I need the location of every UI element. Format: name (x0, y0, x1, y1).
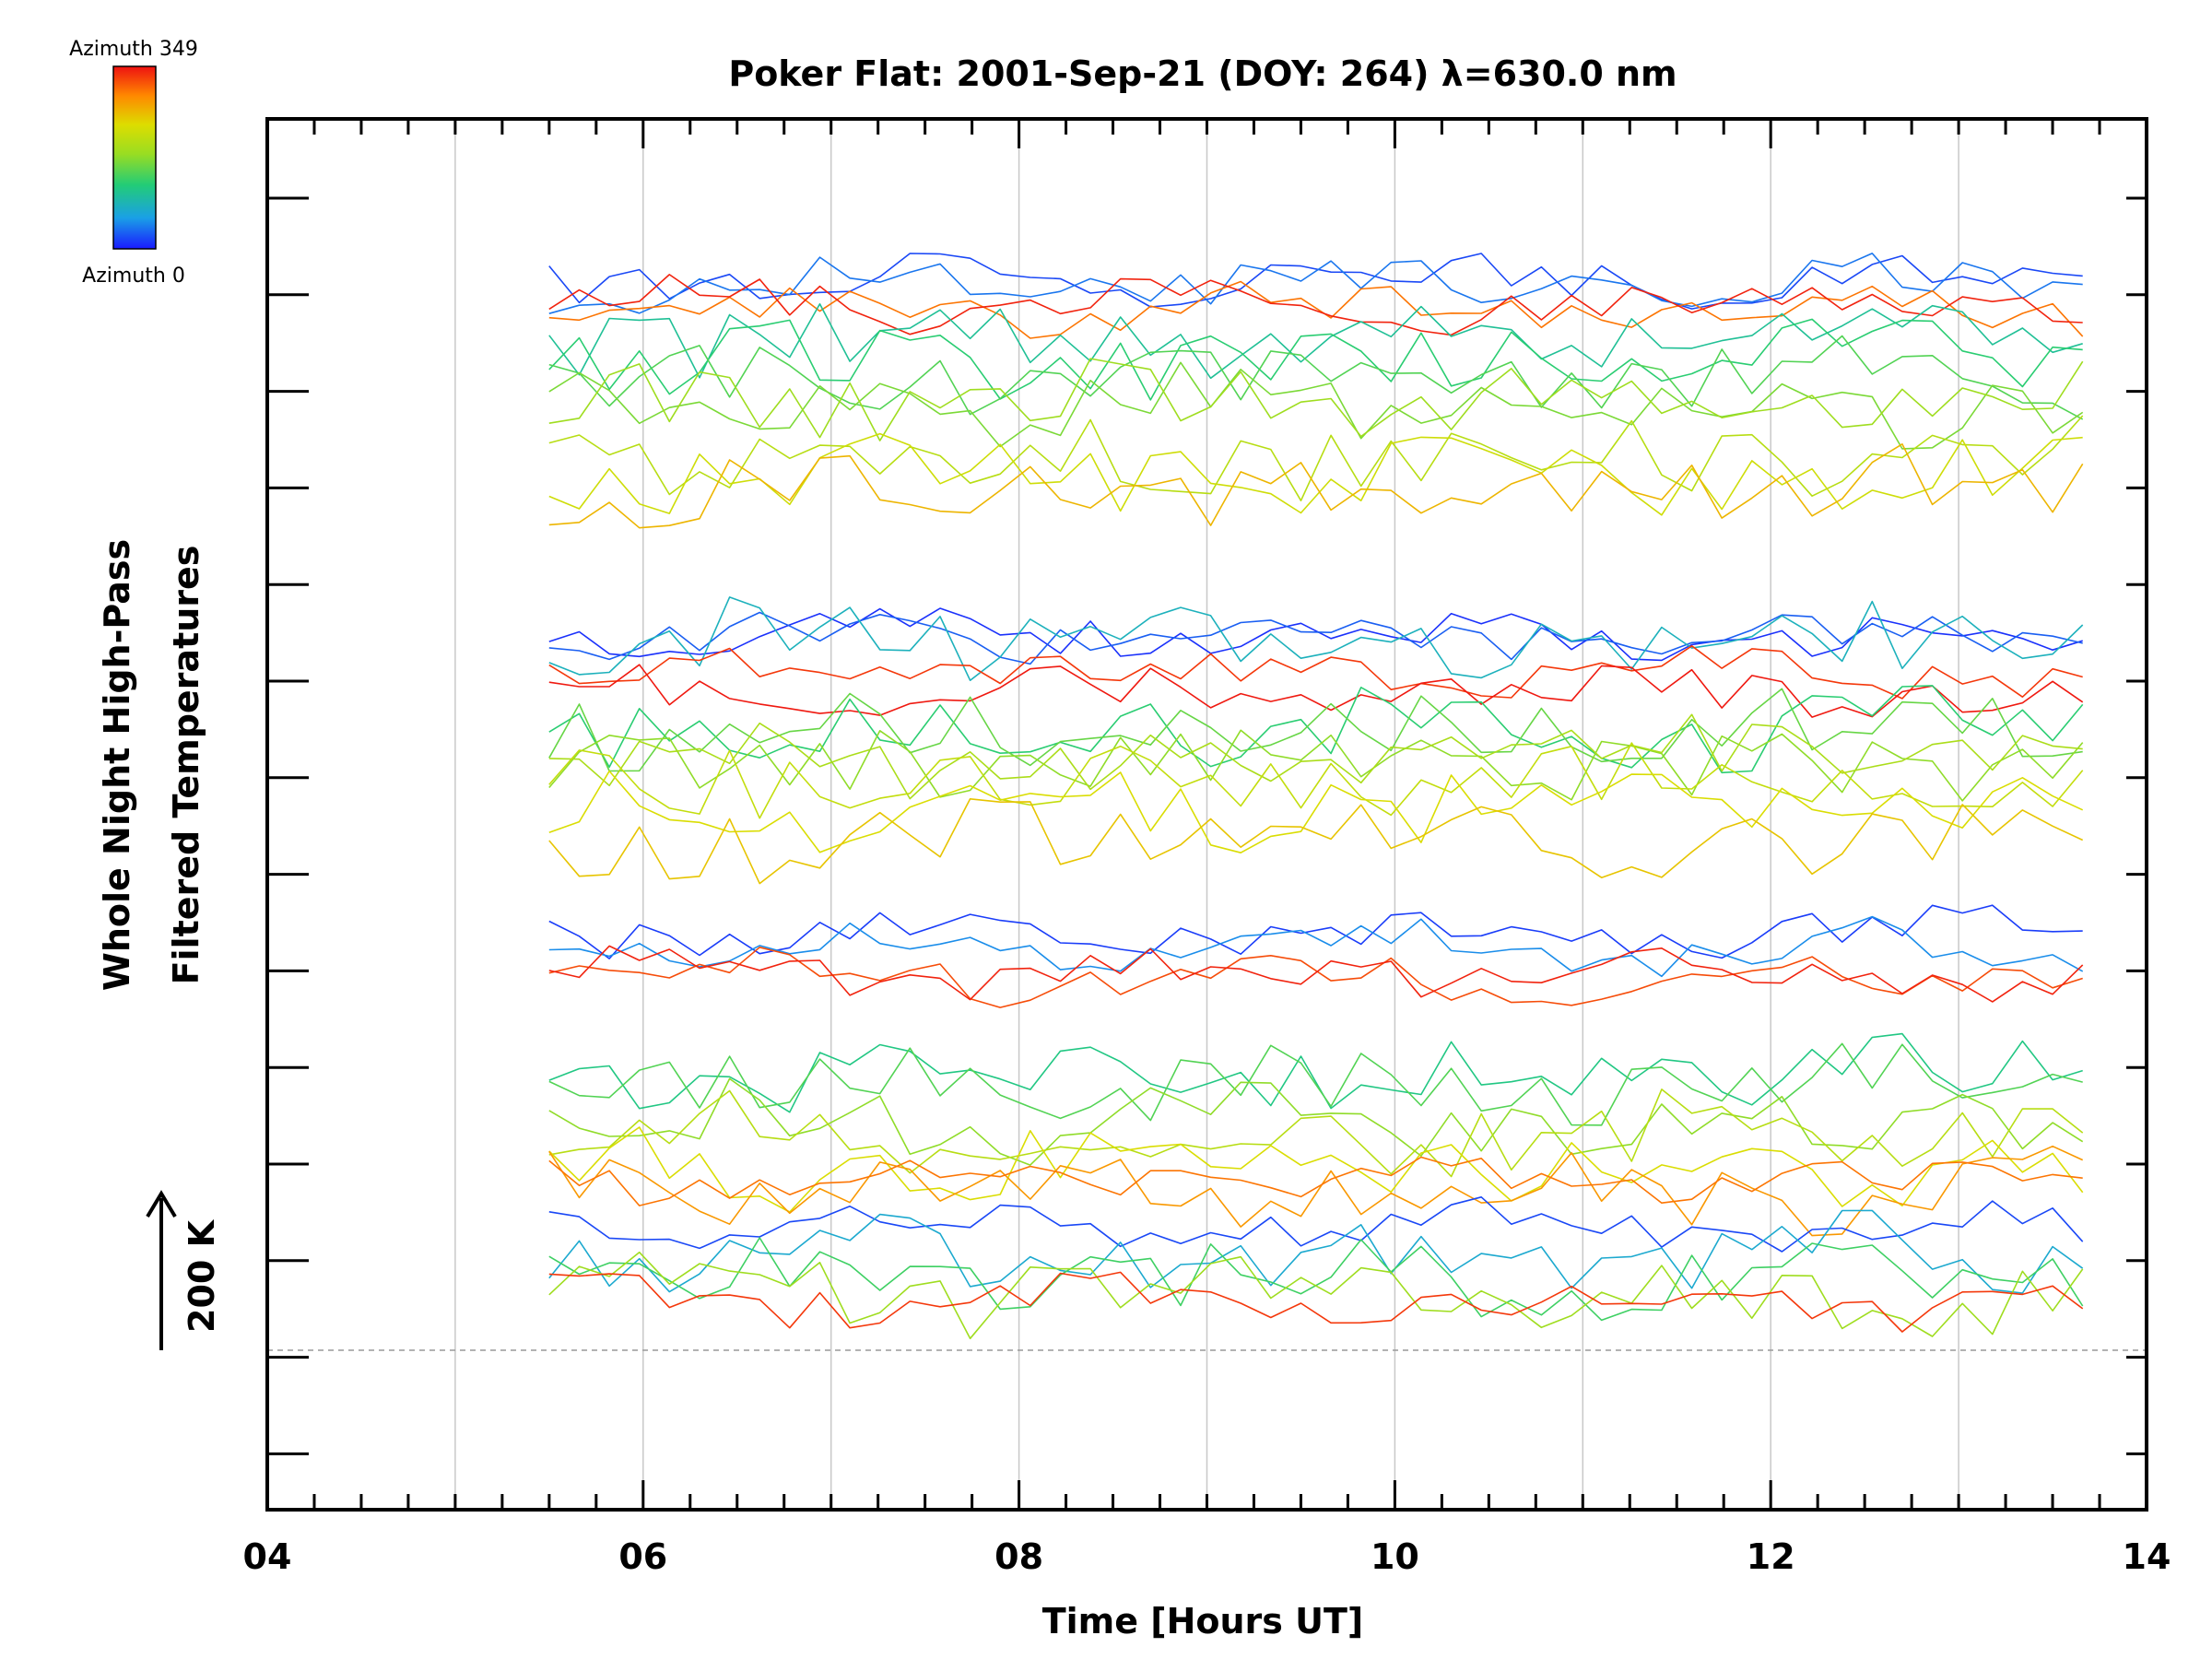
series-line-az-340 (548, 945, 2084, 1003)
x-tick-label: 10 (1371, 1536, 1419, 1577)
axis-layer (265, 117, 2148, 1512)
series-line-az-180 (548, 358, 2084, 441)
series-line-az-260 (548, 442, 2084, 529)
series-line-az-10 (548, 607, 2083, 662)
series-line-az-170 (548, 1077, 2084, 1166)
series-line-az-140 (548, 1042, 2083, 1126)
series-line-az-30 (548, 611, 2083, 665)
scale-bar: 200 K (146, 1190, 222, 1350)
series-line-az-345 (548, 664, 2084, 718)
y-axis-label-line2: Filtered Temperatures (166, 546, 206, 985)
x-tick-label: 06 (618, 1536, 667, 1577)
series-line-az-320 (548, 947, 2083, 1008)
series-line-az-110 (548, 1032, 2083, 1113)
series-line-az-120 (548, 685, 2084, 774)
x-tick-label: 04 (243, 1536, 292, 1577)
series-line-az-330 (548, 1271, 2084, 1333)
series-line-az-190 (548, 713, 2083, 800)
series-line-az-20 (548, 1196, 2084, 1253)
scale-bar-label: 200 K (182, 1218, 222, 1333)
series-line-az-220 (548, 432, 2083, 516)
series-line-az-250 (548, 797, 2084, 885)
series-layer (548, 253, 2084, 1340)
x-tick-labels: 04 06 08 10 12 14 (243, 1536, 2171, 1577)
series-line-az-80 (548, 596, 2084, 682)
x-tick-label: 14 (2123, 1536, 2171, 1577)
x-tick-label: 08 (994, 1536, 1043, 1577)
series-line-az-280 (548, 1145, 2084, 1237)
series-line-az-200 (548, 1088, 2084, 1178)
series-line-az-120 (548, 318, 2083, 401)
x-axis-label: Time [Hours UT] (1042, 1601, 1364, 1641)
series-line-az-340 (548, 274, 2083, 336)
series-line-az-150 (548, 688, 2083, 772)
series-line-az-70 (548, 1209, 2084, 1294)
series-line-az-210 (548, 742, 2084, 819)
colorbar-top-label: Azimuth 349 (69, 38, 198, 61)
series-line-az-230 (548, 1126, 2084, 1213)
series-line-az-230 (548, 770, 2084, 854)
grid-layer (267, 119, 2147, 1510)
series-line-az-330 (548, 644, 2083, 700)
series-line-az-40 (548, 253, 2083, 314)
y-axis-label: Whole Night High-Pass Filtered Temperatu… (97, 539, 206, 991)
series-line-az-15 (548, 904, 2083, 959)
series-line-az-50 (548, 915, 2084, 978)
y-axis-label-line1: Whole Night High-Pass (97, 539, 137, 991)
colorbar: Azimuth 349 Azimuth 0 (69, 38, 198, 288)
scale-arrow-head (146, 1190, 177, 1218)
series-line-az-180 (548, 1251, 2084, 1340)
series-line-az-160 (548, 361, 2084, 450)
series-line-az-140 (548, 335, 2084, 420)
series-line-az-300 (548, 1156, 2083, 1206)
x-tick-label: 12 (1747, 1536, 1795, 1577)
colorbar-gradient (112, 65, 157, 250)
series-line-az-130 (548, 1237, 2084, 1322)
series-line-az-20 (548, 253, 2083, 310)
chart-title: Poker Flat: 2001-Sep-21 (DOY: 264) λ=630… (728, 53, 1677, 94)
colorbar-bottom-label: Azimuth 0 (82, 265, 185, 288)
series-line-az-170 (548, 729, 2084, 802)
